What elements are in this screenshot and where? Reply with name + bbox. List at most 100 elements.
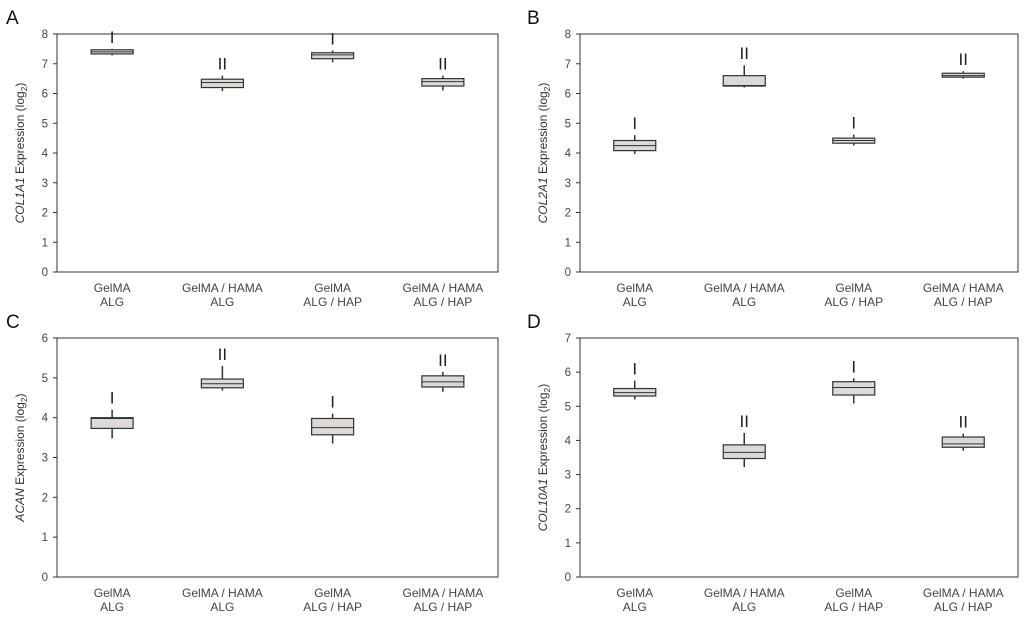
category-label-line1: GelMA / HAMA <box>704 586 785 600</box>
box-4: II <box>941 50 985 79</box>
y-tick-label: 2 <box>565 504 571 516</box>
box-iqr <box>722 444 766 460</box>
significance-label: I <box>851 357 856 376</box>
category-label-line1: GelMA <box>616 281 653 295</box>
significance-label: II <box>218 345 227 364</box>
y-tick-label: 5 <box>42 118 48 130</box>
category-label-line2: ALG / HAP <box>303 295 362 309</box>
category-label-line1: GelMA <box>314 281 351 295</box>
y-axis-label: ACAN Expression (log2) <box>13 393 29 522</box>
y-tick-label: 7 <box>565 333 571 345</box>
significance-label: II <box>438 55 447 74</box>
box-2: II <box>200 345 244 391</box>
y-axis-label-close: ) <box>13 83 27 87</box>
y-tick-label: 3 <box>42 178 48 190</box>
significance-label: I <box>330 393 335 412</box>
box-4: II <box>421 55 465 91</box>
box-iqr <box>421 78 465 87</box>
plot-frame <box>56 337 499 578</box>
category-label-line1: GelMA <box>616 586 653 600</box>
category-label-line2: ALG / HAP <box>934 295 993 309</box>
category-label-line1: GelMA / HAMA <box>923 586 1004 600</box>
y-tick-label: 5 <box>565 401 571 413</box>
box-iqr <box>311 417 355 436</box>
category-label-line1: GelMA / HAMA <box>182 586 263 600</box>
box-3: I <box>832 357 876 404</box>
y-tick-label: 6 <box>565 367 571 379</box>
significance-label: I <box>110 389 115 408</box>
y-axis-label-text: Expression (log <box>536 392 550 478</box>
panel-letter: B <box>527 8 540 29</box>
y-axis-label-gene: ACAN <box>13 488 27 523</box>
y-axis-label-text: Expression (log <box>13 402 27 488</box>
y-tick-label: 3 <box>42 453 48 465</box>
y-tick-label: 1 <box>565 538 571 550</box>
category-label-line2: ALG <box>732 600 756 614</box>
category-label-line2: ALG <box>100 295 124 309</box>
box-iqr <box>200 78 244 89</box>
y-axis-label-gene: COL2A1 <box>536 177 550 223</box>
y-tick-label: 6 <box>42 89 48 101</box>
category-label-line2: ALG / HAP <box>824 295 883 309</box>
category-label-line1: GelMA <box>94 281 131 295</box>
y-tick-label: 8 <box>42 29 48 41</box>
panel-letter: C <box>6 312 20 333</box>
category-label-line1: GelMA <box>835 586 872 600</box>
y-tick-label: 1 <box>42 237 48 249</box>
y-tick-label: 0 <box>42 267 48 279</box>
y-tick-label: 4 <box>42 148 49 160</box>
box-3: I <box>311 29 355 63</box>
category-label-line1: GelMA / HAMA <box>403 281 484 295</box>
category-label-line1: GelMA / HAMA <box>403 586 484 600</box>
box-4: II <box>421 351 465 392</box>
y-tick-label: 4 <box>565 148 572 160</box>
y-axis-label: COL2A1 Expression (log2) <box>536 83 552 224</box>
y-tick-label: 7 <box>565 59 571 71</box>
box-2: II <box>722 44 766 88</box>
y-tick-label: 3 <box>565 178 571 190</box>
y-tick-label: 0 <box>565 572 571 584</box>
category-label-line2: ALG / HAP <box>414 600 473 614</box>
box-3: I <box>832 114 876 146</box>
significance-label: II <box>740 44 749 63</box>
box-2: II <box>722 412 766 468</box>
box-4: II <box>941 413 985 451</box>
category-label-line1: GelMA <box>94 586 131 600</box>
significance-label: I <box>632 114 637 133</box>
y-tick-label: 2 <box>42 208 48 220</box>
significance-label: II <box>218 55 227 74</box>
y-axis-label-close: ) <box>536 83 550 87</box>
significance-label: I <box>632 360 637 379</box>
box-1: I <box>613 360 657 400</box>
y-tick-label: 4 <box>42 413 49 425</box>
box-1: I <box>90 389 134 439</box>
y-tick-label: 6 <box>565 89 571 101</box>
category-label-line1: GelMA / HAMA <box>182 281 263 295</box>
y-axis-label-subscript: 2 <box>19 397 29 402</box>
box-3: I <box>311 393 355 444</box>
category-label-line2: ALG <box>623 295 647 309</box>
category-label-line2: ALG / HAP <box>934 600 993 614</box>
y-tick-label: 3 <box>565 470 571 482</box>
category-label-line2: ALG <box>732 295 756 309</box>
significance-label: II <box>959 50 968 69</box>
category-label-line1: GelMA <box>835 281 872 295</box>
category-label-line1: GelMA / HAMA <box>923 281 1004 295</box>
y-axis-label-text: Expression (log <box>13 91 27 177</box>
category-label-line2: ALG <box>623 600 647 614</box>
y-axis-label-gene: COL10A1 <box>536 479 550 532</box>
y-tick-label: 6 <box>42 333 48 345</box>
category-label-line1: GelMA / HAMA <box>704 281 785 295</box>
significance-label: I <box>851 114 856 133</box>
significance-label: II <box>740 412 749 431</box>
y-axis-label-gene: COL1A1 <box>13 177 27 223</box>
category-label-line2: ALG / HAP <box>824 600 883 614</box>
plot-frame <box>579 33 1019 273</box>
box-1: I <box>90 28 134 56</box>
